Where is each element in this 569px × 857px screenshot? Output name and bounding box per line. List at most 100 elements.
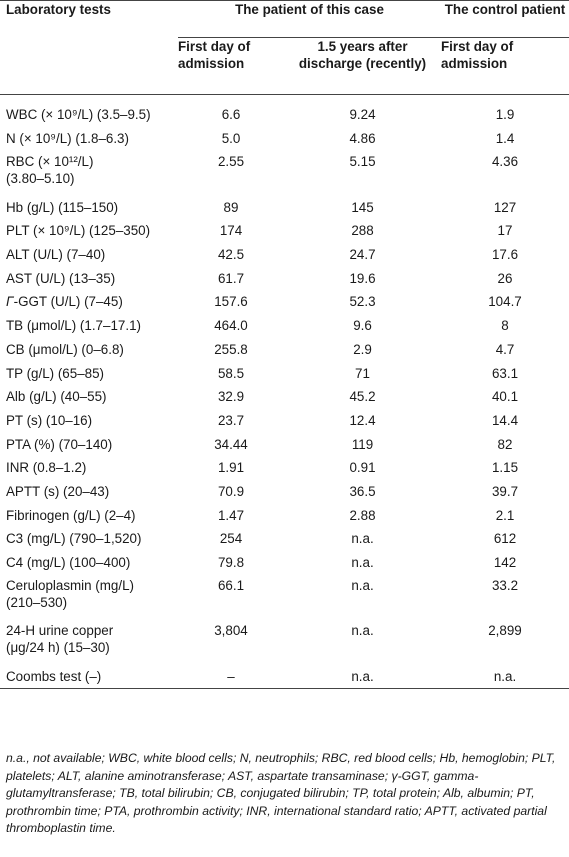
table-row: PT (s) (10–16) 23.7 12.4 14.4: [0, 409, 569, 433]
case-first-day-value: 58.5: [217, 365, 245, 381]
table-row: PTA (%) (70–140) 34.44 119 82: [0, 432, 569, 456]
control-first-day-value: 4.36: [491, 154, 519, 170]
table-row: C4 (mg/L) (100–400) 79.8 n.a. 142: [0, 551, 569, 575]
header-laboratory-tests: Laboratory tests: [6, 2, 111, 17]
case-recent-value: 288: [351, 223, 374, 239]
control-first-day-value: 17.6: [491, 247, 519, 263]
table-row: Ceruloplasmin (mg/L) (210–530) 66.1 n.a. 33.…: [0, 574, 569, 619]
case-first-day-value: 42.5: [217, 247, 245, 263]
case-recent-value: 9.24: [349, 107, 376, 123]
test-name: WBC (× 10⁹/L) (3.5–9.5): [6, 107, 151, 123]
test-name-cell: Fibrinogen (g/L) (2–4): [0, 503, 178, 527]
test-name: PTA (%) (70–140): [6, 436, 113, 452]
case-recent-value: 5.15: [349, 154, 376, 170]
control-first-day-value: 1.4: [495, 131, 515, 147]
case-recent-value: 71: [355, 365, 370, 381]
test-name-cell: Alb (g/L) (40–55): [0, 385, 178, 409]
test-name-cell: RBC (× 10¹²/L) (3.80–5.10): [0, 150, 178, 195]
header-empty-cell: [0, 38, 178, 95]
control-first-day-value: 1.15: [491, 460, 519, 476]
case-recent-value: n.a.: [351, 555, 374, 571]
header-case-first-day: First day of admission: [178, 37, 284, 95]
control-first-day-value: 2,899: [488, 623, 522, 639]
test-name: TP (g/L) (65–85): [6, 365, 104, 381]
test-name: Coombs test (–): [6, 668, 102, 684]
test-name: INR (0.8–1.2): [6, 460, 87, 476]
case-recent-value: 24.7: [349, 247, 376, 263]
case-recent-value: 12.4: [349, 412, 376, 428]
test-name: Fibrinogen (g/L) (2–4): [6, 507, 136, 523]
case-first-day-value: 34.44: [214, 436, 248, 452]
header-case-first-day-line1: First day of: [178, 39, 251, 54]
test-name-cell: Hb (g/L) (115–150): [0, 195, 178, 219]
test-name: RBC (× 10¹²/L): [6, 154, 94, 170]
case-first-day-value: 1.47: [217, 507, 245, 523]
table-row: CB (μmol/L) (0–6.8) 255.8 2.9 4.7: [0, 338, 569, 362]
control-first-day-value: 39.7: [491, 483, 519, 499]
lab-results-table: Laboratory tests The patient of this cas…: [0, 0, 569, 689]
test-name-cell: TP (g/L) (65–85): [0, 361, 178, 385]
case-recent-value: 19.6: [349, 270, 376, 286]
table-row: AST (U/L) (13–35) 61.7 19.6 26: [0, 266, 569, 290]
header-control-first-day: First day of admission: [441, 37, 569, 95]
table-row: APTT (s) (20–43) 70.9 36.5 39.7: [0, 480, 569, 504]
test-name: Ceruloplasmin (mg/L): [6, 578, 134, 594]
test-name: APTT (s) (20–43): [6, 483, 110, 499]
header-case-recent: 1.5 years after discharge (recently): [284, 37, 441, 95]
table-row: Γ-GGT (U/L) (7–45) 157.6 52.3 104.7: [0, 290, 569, 314]
test-reference-range: (μg/24 h) (15–30): [6, 640, 110, 656]
test-name: Hb (g/L) (115–150): [6, 199, 119, 215]
test-name-cell: C3 (mg/L) (790–1,520): [0, 527, 178, 551]
header-control-first-day-line1: First day of: [441, 39, 514, 54]
test-name-cell: TB (μmol/L) (1.7–17.1): [0, 314, 178, 338]
test-name-cell: PLT (× 10⁹/L) (125–350): [0, 219, 178, 243]
table-row: WBC (× 10⁹/L) (3.5–9.5) 6.6 9.24 1.9: [0, 95, 569, 127]
test-name: TB (μmol/L) (1.7–17.1): [6, 318, 141, 334]
table-header-sub-row: First day of admission 1.5 years after d…: [0, 37, 569, 95]
control-first-day-value: 612: [493, 531, 517, 547]
test-name: N (× 10⁹/L) (1.8–6.3): [6, 131, 129, 147]
control-first-day-value: 4.7: [495, 341, 515, 357]
table-row: Fibrinogen (g/L) (2–4) 1.47 2.88 2.1: [0, 503, 569, 527]
test-name: CB (μmol/L) (0–6.8): [6, 341, 124, 357]
case-first-day-value: 5.0: [221, 131, 241, 147]
table-row: Coombs test (–) – n.a. n.a.: [0, 664, 569, 689]
test-name: 24-H urine copper: [6, 623, 114, 639]
case-recent-value: n.a.: [351, 578, 374, 594]
case-recent-value: 145: [351, 199, 374, 215]
test-reference-range: (3.80–5.10): [6, 171, 75, 187]
control-first-day-value: 40.1: [491, 389, 519, 405]
test-name-cell: INR (0.8–1.2): [0, 456, 178, 480]
case-first-day-value: 79.8: [217, 555, 245, 571]
header-control-patient: The control patient: [444, 2, 566, 17]
test-name-cell: 24-H urine copper (μg/24 h) (15–30): [0, 619, 178, 664]
test-reference-range: (210–530): [6, 595, 68, 611]
control-first-day-value: 33.2: [491, 578, 519, 594]
control-first-day-value: n.a.: [493, 668, 517, 684]
test-name-cell: Coombs test (–): [0, 664, 178, 688]
test-name-cell: PT (s) (10–16): [0, 409, 178, 433]
case-recent-value: 45.2: [349, 389, 376, 405]
case-recent-value: 36.5: [349, 483, 376, 499]
case-recent-value: n.a.: [351, 531, 374, 547]
case-recent-value: 4.86: [349, 131, 376, 147]
header-case-recent-line1: 1.5 years after: [317, 39, 408, 54]
test-name-cell: ALT (U/L) (7–40): [0, 243, 178, 267]
control-first-day-value: 63.1: [491, 365, 519, 381]
case-recent-value: 9.6: [353, 318, 372, 334]
case-recent-value: 2.88: [349, 507, 376, 523]
table-row: N (× 10⁹/L) (1.8–6.3) 5.0 4.86 1.4: [0, 127, 569, 151]
case-recent-value: n.a.: [351, 623, 374, 639]
test-name: ALT (U/L) (7–40): [6, 247, 106, 263]
control-first-day-value: 2.1: [495, 507, 515, 523]
test-name: Γ-GGT (U/L) (7–45): [6, 294, 123, 310]
control-first-day-value: 82: [497, 436, 513, 452]
test-name-cell: CB (μmol/L) (0–6.8): [0, 338, 178, 362]
table-row: 24-H urine copper (μg/24 h) (15–30) 3,804 n…: [0, 619, 569, 664]
test-name-cell: PTA (%) (70–140): [0, 432, 178, 456]
test-name: C3 (mg/L) (790–1,520): [6, 531, 142, 547]
case-first-day-value: 70.9: [217, 483, 245, 499]
table-header-group-row: Laboratory tests The patient of this cas…: [0, 0, 569, 38]
table-footnote: n.a., not available; WBC, white blood ce…: [6, 751, 556, 836]
